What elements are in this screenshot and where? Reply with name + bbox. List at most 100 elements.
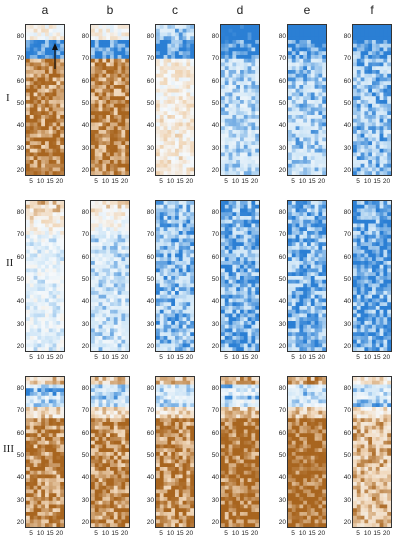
heatmap-cell (117, 227, 122, 232)
heatmap-cell (247, 25, 252, 30)
heatmap-cell (60, 55, 64, 60)
heatmap-cell (228, 40, 233, 45)
heatmap-cell (224, 70, 229, 75)
heatmap-cell (113, 92, 118, 97)
heatmap-cell (45, 133, 50, 138)
heatmap-cell (33, 141, 38, 146)
heatmap-cell (186, 145, 191, 150)
heatmap-cell (29, 167, 34, 172)
heatmap-cell (310, 231, 315, 236)
heatmap-cell (117, 313, 122, 318)
heatmap-cell (186, 62, 191, 67)
heatmap-cell (383, 283, 388, 288)
heatmap-cell (167, 66, 172, 71)
heatmap-cell (167, 126, 172, 131)
heatmap-cell (372, 130, 377, 135)
heatmap-cell (29, 208, 34, 213)
heatmap-cell (159, 201, 164, 206)
heatmap-cell (175, 92, 180, 97)
heatmap-cell (121, 92, 126, 97)
heatmap-cell (156, 36, 161, 41)
heatmap-cell (383, 47, 388, 52)
heatmap-cell (159, 160, 164, 165)
heatmap-cell (232, 51, 237, 56)
x-tick-label: 15 (373, 178, 381, 185)
heatmap-cell (175, 62, 180, 67)
heatmap-cell (303, 126, 308, 131)
heatmap-cell (360, 283, 365, 288)
heatmap-cell (372, 115, 377, 120)
heatmap-cell (310, 126, 315, 131)
heatmap-cell (375, 343, 380, 348)
heatmap-cell (375, 253, 380, 258)
heatmap-cell (353, 283, 358, 288)
heatmap-cell (26, 152, 31, 157)
heatmap-cell (102, 268, 107, 273)
heatmap-cell (159, 336, 164, 341)
heatmap-cell (163, 272, 168, 277)
heatmap-cell (98, 283, 103, 288)
heatmap-cell (232, 328, 237, 333)
heatmap-cell (314, 103, 319, 108)
heatmap-cell (41, 223, 46, 228)
x-tick-label: 5 (356, 354, 360, 361)
heatmap-cell (171, 103, 176, 108)
heatmap-cell (353, 332, 358, 337)
heatmap-cell (41, 141, 46, 146)
heatmap-cell (48, 111, 53, 116)
heatmap-cell (26, 130, 31, 135)
heatmap-cell (26, 253, 31, 258)
heatmap-cell (178, 55, 183, 60)
heatmap-cell (228, 317, 233, 322)
heatmap-cell (41, 47, 46, 52)
heatmap-cell (56, 268, 61, 273)
heatmap-cell (224, 148, 229, 153)
heatmap-cell (156, 339, 161, 344)
heatmap-cell (106, 223, 111, 228)
heatmap-cell (163, 51, 168, 56)
y-tick-label: 20 (16, 343, 24, 350)
heatmap-cell (232, 25, 237, 30)
heatmap-cell (288, 332, 293, 337)
heatmap-cell (60, 88, 64, 93)
heatmap-cell (299, 163, 304, 168)
heatmap-cell (360, 107, 365, 112)
heatmap-cell (125, 160, 129, 165)
heatmap-cell (52, 208, 57, 213)
heatmap-cell (322, 201, 326, 206)
heatmap-cell (113, 70, 118, 75)
heatmap-cell (251, 208, 256, 213)
heatmap-cell (110, 219, 115, 224)
heatmap-panel-II-e (287, 200, 327, 352)
heatmap-cell (224, 212, 229, 217)
heatmap-cell (303, 317, 308, 322)
heatmap-cell (102, 208, 107, 213)
heatmap-cell (232, 163, 237, 168)
heatmap-cell (368, 343, 373, 348)
heatmap-cell (236, 107, 241, 112)
heatmap-cell (356, 204, 361, 209)
heatmap-cell (232, 141, 237, 146)
heatmap-cell (387, 321, 391, 326)
heatmap-cell (240, 103, 245, 108)
heatmap-cell (37, 107, 42, 112)
x-tick-label: 10 (166, 354, 175, 361)
heatmap-cell (240, 246, 245, 251)
heatmap-cell (243, 36, 248, 41)
heatmap-cell (318, 171, 323, 175)
heatmap-cell (113, 167, 118, 172)
heatmap-cell (171, 115, 176, 120)
heatmap-cell (186, 58, 191, 63)
heatmap-cell (113, 257, 118, 262)
heatmap-cell (125, 231, 129, 236)
heatmap-cell (156, 55, 161, 60)
heatmap-cell (291, 321, 296, 326)
heatmap-cell (190, 264, 194, 269)
heatmap-cell (356, 92, 361, 97)
heatmap-cell (56, 264, 61, 269)
heatmap-cell (159, 126, 164, 131)
heatmap-cell (310, 152, 315, 157)
heatmap-cell (52, 246, 57, 251)
heatmap-cell (37, 309, 42, 314)
heatmap-cell (182, 212, 187, 217)
